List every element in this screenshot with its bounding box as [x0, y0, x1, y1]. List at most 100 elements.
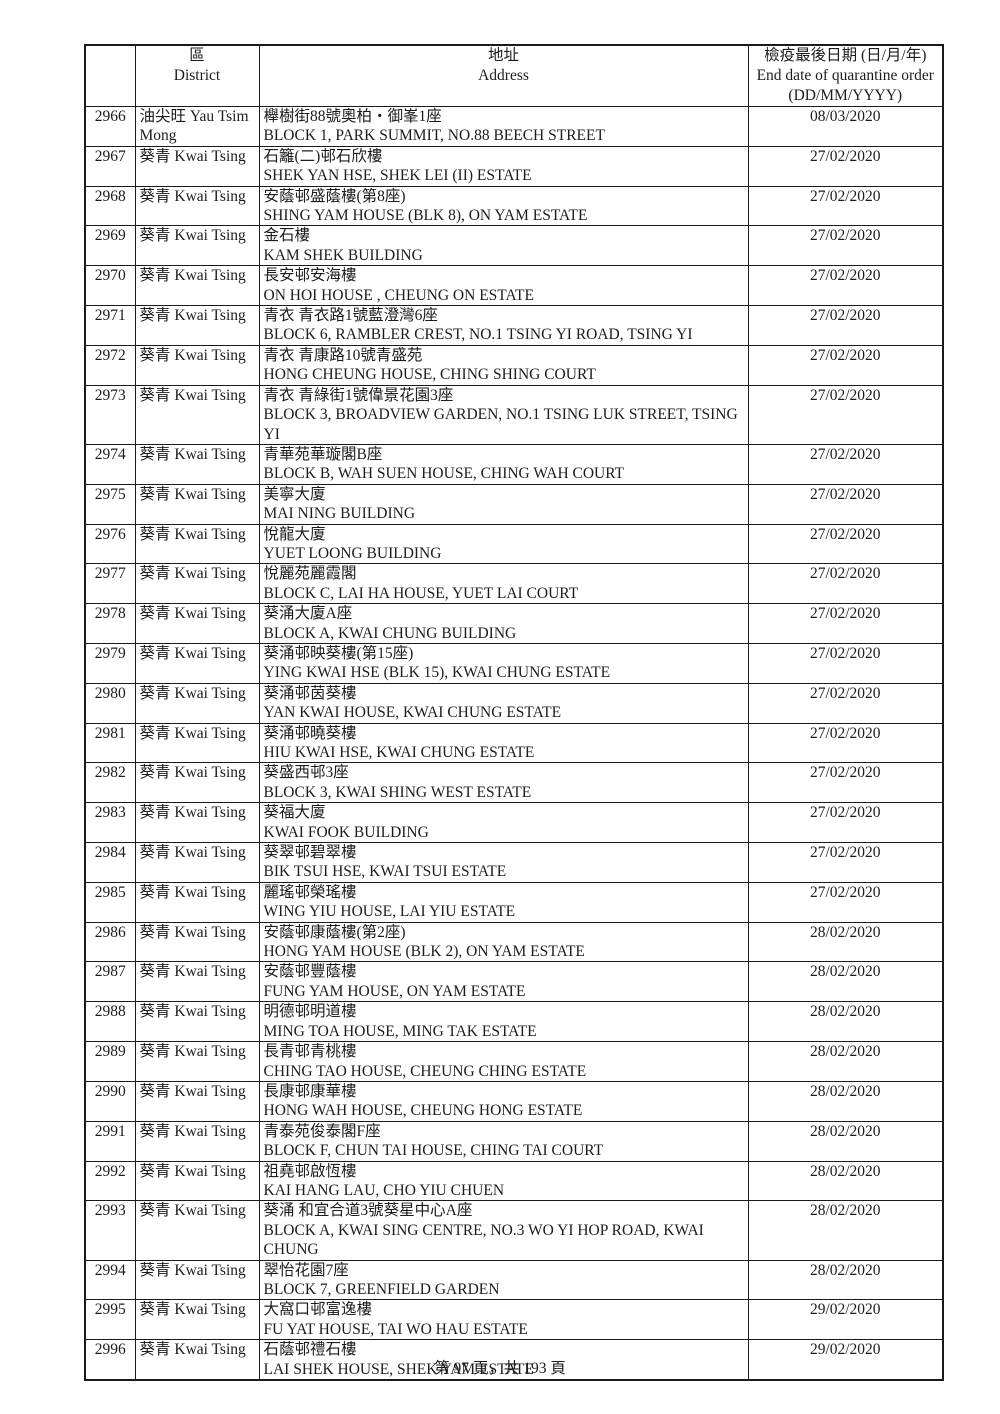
page-number-indicator: 第 97 頁，共 193 頁: [434, 1360, 566, 1377]
row-end-date: 29/02/2020: [747, 1339, 944, 1381]
table-row: 2982 葵青 Kwai Tsing 葵盛西邨3座 BLOCK 3, KWAI …: [84, 762, 944, 804]
row-end-date: 27/02/2020: [747, 682, 944, 724]
row-district: 葵青 Kwai Tsing: [134, 225, 260, 267]
row-address-chinese: 青衣 青綠街1號偉景花園3座: [263, 386, 454, 404]
row-district: 葵青 Kwai Tsing: [134, 563, 260, 605]
row-end-date: 28/02/2020: [747, 1041, 944, 1082]
row-end-date: 27/02/2020: [747, 603, 944, 644]
row-address-chinese: 葵涌 和宜合道3號葵星中心A座: [263, 1202, 473, 1220]
row-end-date: 27/02/2020: [747, 185, 944, 227]
row-district: 葵青 Kwai Tsing: [134, 1339, 260, 1381]
table-row: 2976 葵青 Kwai Tsing 悅龍大廈 YUET LOONG BUILD…: [84, 523, 944, 565]
row-address-chinese: 祖堯邨啟恆樓: [263, 1162, 357, 1180]
row-district: 葵青 Kwai Tsing: [134, 305, 260, 346]
header-district-zh: 區: [189, 47, 205, 64]
row-case-number: 2968: [84, 185, 136, 227]
table-row: 2975 葵青 Kwai Tsing 美寧大廈 MAI NING BUILDIN…: [84, 483, 944, 525]
quarantine-order-table: 區 District 地址 Address 檢疫最後日期 (日/月/年) End…: [84, 44, 944, 1381]
row-district: 葵青 Kwai Tsing: [134, 1160, 260, 1202]
row-address-chinese: 葵涌邨曉葵樓: [263, 724, 357, 742]
row-address: 明德邨明道樓 MING TOA HOUSE, MING TAK ESTATE: [258, 1001, 749, 1043]
row-district: 葵青 Kwai Tsing: [134, 185, 260, 227]
row-end-date: 27/02/2020: [747, 842, 944, 883]
row-case-number: 2989: [84, 1041, 136, 1082]
row-address-english: BLOCK B, WAH SUEN HOUSE, CHING WAH COURT: [263, 465, 625, 483]
row-address-chinese: 青衣 青康路10號青盛苑: [263, 346, 423, 364]
row-address-chinese: 石籬(二)邨石欣樓: [263, 147, 383, 165]
row-case-number: 2972: [84, 344, 136, 386]
table-row: 2987 葵青 Kwai Tsing 安蔭邨豐蔭樓 FUNG YAM HOUSE…: [84, 961, 944, 1003]
header-address-en: Address: [478, 67, 529, 84]
row-district: 葵青 Kwai Tsing: [134, 921, 260, 963]
row-case-number: 2986: [84, 921, 136, 963]
table-row: 2974 葵青 Kwai Tsing 青華苑華璇閣B座 BLOCK B, WAH…: [84, 443, 944, 485]
row-address-english: BLOCK A, KWAI CHUNG BUILDING: [263, 624, 517, 642]
table-row: 2981 葵青 Kwai Tsing 葵涌邨曉葵樓 HIU KWAI HSE, …: [84, 722, 944, 764]
row-end-date: 27/02/2020: [747, 483, 944, 525]
row-address: 青泰苑俊泰閣F座 BLOCK F, CHUN TAI HOUSE, CHING …: [258, 1120, 749, 1162]
row-end-date: 27/02/2020: [747, 265, 944, 307]
row-address: 祖堯邨啟恆樓 KAI HANG LAU, CHO YIU CHUEN: [258, 1160, 749, 1202]
row-address: 金石樓 KAM SHEK BUILDING: [258, 225, 749, 267]
row-case-number: 2978: [84, 603, 136, 644]
row-address-english: BLOCK C, LAI HA HOUSE, YUET LAI COURT: [263, 584, 579, 602]
row-address: 麗瑤邨榮瑤樓 WING YIU HOUSE, LAI YIU ESTATE: [258, 881, 749, 923]
row-address: 青衣 青綠街1號偉景花園3座 BLOCK 3, BROADVIEW GARDEN…: [258, 384, 749, 445]
row-district: 葵青 Kwai Tsing: [134, 802, 260, 844]
row-address-english: CHING TAO HOUSE, CHEUNG CHING ESTATE: [263, 1062, 587, 1080]
row-address: 葵福大廈 KWAI FOOK BUILDING: [258, 802, 749, 844]
row-address-chinese: 安蔭邨康蔭樓(第2座): [263, 923, 406, 941]
row-district: 葵青 Kwai Tsing: [134, 682, 260, 724]
row-district: 葵青 Kwai Tsing: [134, 1001, 260, 1043]
row-district: 葵青 Kwai Tsing: [134, 384, 260, 445]
row-case-number: 2971: [84, 305, 136, 346]
row-address-chinese: 葵福大廈: [263, 804, 326, 822]
row-district: 葵青 Kwai Tsing: [134, 762, 260, 804]
table-row: 2992 葵青 Kwai Tsing 祖堯邨啟恆樓 KAI HANG LAU, …: [84, 1160, 944, 1202]
row-address-chinese: 美寧大廈: [263, 485, 326, 503]
row-case-number: 2966: [84, 106, 136, 147]
table-row: 2969 葵青 Kwai Tsing 金石樓 KAM SHEK BUILDING…: [84, 225, 944, 267]
row-address-english: SHING YAM HOUSE (BLK 8), ON YAM ESTATE: [263, 207, 588, 225]
row-address: 葵盛西邨3座 BLOCK 3, KWAI SHING WEST ESTATE: [258, 762, 749, 804]
row-address-english: HONG CHEUNG HOUSE, CHING SHING COURT: [263, 366, 596, 384]
row-end-date: 27/02/2020: [747, 225, 944, 267]
row-case-number: 2973: [84, 384, 136, 445]
row-case-number: 2994: [84, 1259, 136, 1301]
table-row: 2973 葵青 Kwai Tsing 青衣 青綠街1號偉景花園3座 BLOCK …: [84, 384, 944, 445]
row-district: 葵青 Kwai Tsing: [134, 961, 260, 1003]
row-district: 油尖旺 Yau Tsim Mong: [134, 106, 260, 147]
row-end-date: 28/02/2020: [747, 1200, 944, 1261]
row-case-number: 2974: [84, 443, 136, 485]
table-row: 2970 葵青 Kwai Tsing 長安邨安海樓 ON HOI HOUSE ,…: [84, 265, 944, 307]
row-address: 葵涌邨映葵樓(第15座) YING KWAI HSE (BLK 15), KWA…: [258, 642, 749, 684]
row-address-english: KAI HANG LAU, CHO YIU CHUEN: [263, 1181, 505, 1199]
row-address: 翠怡花園7座 BLOCK 7, GREENFIELD GARDEN: [258, 1259, 749, 1301]
row-address-chinese: 葵涌邨映葵樓(第15座): [263, 644, 414, 662]
row-address-chinese: 葵涌大廈A座: [263, 605, 353, 623]
header-date-column: 檢疫最後日期 (日/月/年) End date of quarantine or…: [747, 44, 944, 107]
table-row: 2968 葵青 Kwai Tsing 安蔭邨盛蔭樓(第8座) SHING YAM…: [84, 185, 944, 227]
row-address-chinese: 金石樓: [263, 227, 311, 245]
row-address-chinese: 大窩口邨富逸樓: [263, 1301, 373, 1319]
row-address: 安蔭邨康蔭樓(第2座) HONG YAM HOUSE (BLK 2), ON Y…: [258, 921, 749, 963]
table-body: 2966 油尖旺 Yau Tsim Mong 櫸樹街88號奧柏・御峯1座 BLO…: [84, 106, 944, 1381]
header-address-zh: 地址: [487, 47, 519, 64]
table-row: 2989 葵青 Kwai Tsing 長青邨青桃樓 CHING TAO HOUS…: [84, 1041, 944, 1082]
row-address-english: BLOCK 6, RAMBLER CREST, NO.1 TSING YI RO…: [263, 326, 693, 344]
row-district: 葵青 Kwai Tsing: [134, 344, 260, 386]
header-date-format: (DD/MM/YYYY): [788, 87, 903, 104]
row-address-english: YUET LOONG BUILDING: [263, 544, 442, 562]
row-case-number: 2985: [84, 881, 136, 923]
table-row: 2986 葵青 Kwai Tsing 安蔭邨康蔭樓(第2座) HONG YAM …: [84, 921, 944, 963]
row-address-chinese: 青泰苑俊泰閣F座: [263, 1122, 381, 1140]
row-district: 葵青 Kwai Tsing: [134, 1120, 260, 1162]
row-end-date: 28/02/2020: [747, 961, 944, 1003]
row-district: 葵青 Kwai Tsing: [134, 1299, 260, 1341]
row-case-number: 2969: [84, 225, 136, 267]
row-address-chinese: 櫸樹街88號奧柏・御峯1座: [263, 108, 442, 125]
row-address-english: MAI NING BUILDING: [263, 505, 416, 523]
row-address-english: YAN KWAI HOUSE, KWAI CHUNG ESTATE: [263, 704, 562, 722]
row-case-number: 2984: [84, 842, 136, 883]
